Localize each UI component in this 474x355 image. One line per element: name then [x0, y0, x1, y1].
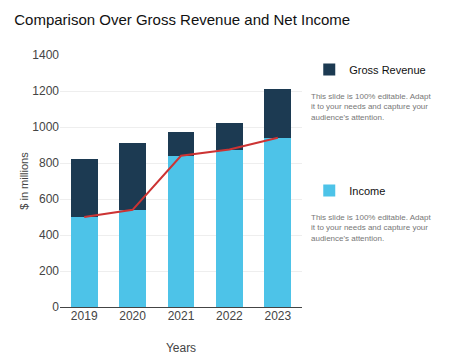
svg-text:1400: 1400 — [32, 48, 59, 62]
svg-text:600: 600 — [39, 192, 59, 206]
svg-text:2022: 2022 — [216, 309, 243, 323]
svg-text:2021: 2021 — [168, 309, 195, 323]
svg-text:2020: 2020 — [119, 309, 146, 323]
svg-text:0: 0 — [52, 300, 59, 314]
svg-text:1000: 1000 — [32, 120, 59, 134]
svg-text:This slide is 100% editable. A: This slide is 100% editable. Adaptit to … — [311, 213, 431, 243]
svg-text:2023: 2023 — [264, 309, 291, 323]
svg-text:Years: Years — [166, 341, 196, 355]
svg-text:400: 400 — [39, 228, 59, 242]
svg-text:200: 200 — [39, 264, 59, 278]
svg-text:$ in millions: $ in millions — [18, 152, 30, 210]
svg-text:800: 800 — [39, 156, 59, 170]
svg-text:Comparison Over Gross Revenue: Comparison Over Gross Revenue and Net In… — [14, 11, 350, 28]
svg-text:This slide is 100% editable. A: This slide is 100% editable. Adaptit to … — [311, 92, 431, 122]
svg-text:Income: Income — [349, 185, 385, 197]
svg-text:2019: 2019 — [71, 309, 98, 323]
svg-text:1200: 1200 — [32, 84, 59, 98]
svg-text:Gross Revenue: Gross Revenue — [349, 64, 425, 76]
